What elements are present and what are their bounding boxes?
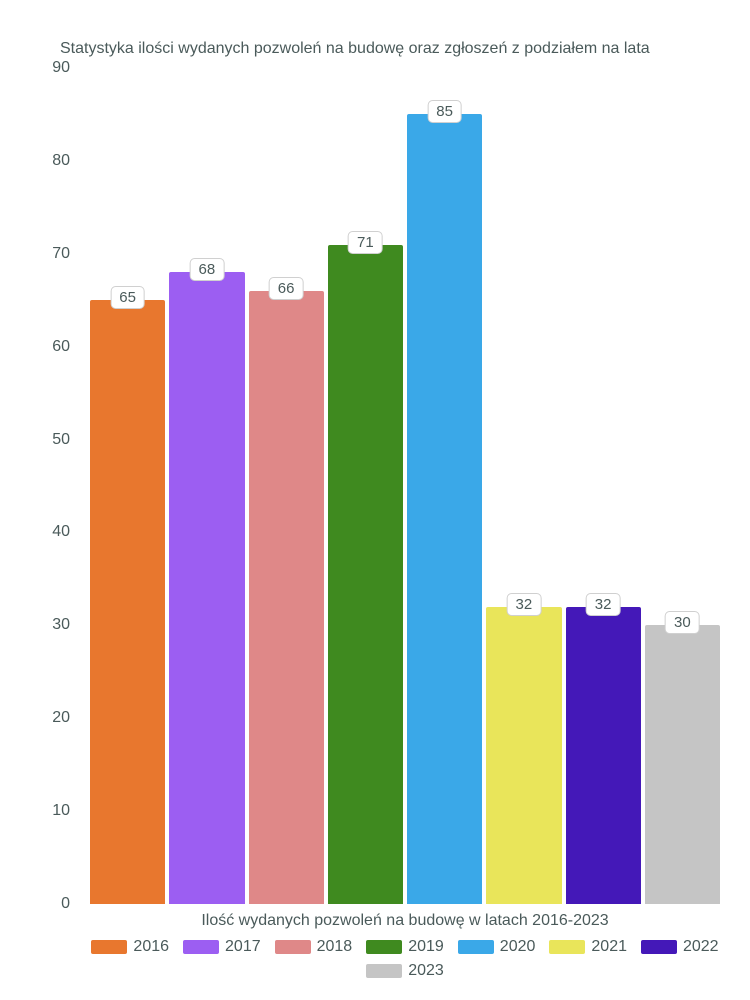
bar-2022: 32 <box>566 607 641 904</box>
legend-item-2022: 2022 <box>641 938 719 956</box>
y-tick: 0 <box>61 895 70 913</box>
legend-swatch <box>91 940 127 954</box>
y-tick: 90 <box>52 59 70 77</box>
bar-2023: 30 <box>645 625 720 904</box>
legend-swatch <box>183 940 219 954</box>
y-tick: 50 <box>52 431 70 449</box>
legend-item-2018: 2018 <box>275 938 353 956</box>
legend-swatch <box>641 940 677 954</box>
bar-value-label: 30 <box>665 611 700 634</box>
legend-item-2021: 2021 <box>549 938 627 956</box>
legend-item-2019: 2019 <box>366 938 444 956</box>
chart-title: Statystyka ilości wydanych pozwoleń na b… <box>20 40 730 58</box>
bar-value-label: 65 <box>110 286 145 309</box>
x-axis-label: Ilość wydanych pozwoleń na budowę w lata… <box>20 912 730 930</box>
bars-region: 6568667185323230 <box>80 68 730 904</box>
legend-label: 2022 <box>683 938 719 956</box>
legend-item-2016: 2016 <box>91 938 169 956</box>
bar-2018: 66 <box>249 291 324 904</box>
legend-label: 2018 <box>317 938 353 956</box>
legend-label: 2020 <box>500 938 536 956</box>
bar-value-label: 85 <box>427 100 462 123</box>
legend-label: 2021 <box>591 938 627 956</box>
legend-swatch <box>366 964 402 978</box>
legend-item-2017: 2017 <box>183 938 261 956</box>
bar-2017: 68 <box>169 272 244 904</box>
bar-value-label: 66 <box>269 277 304 300</box>
legend-label: 2017 <box>225 938 261 956</box>
plot-area: 0102030405060708090 6568667185323230 <box>20 68 730 904</box>
legend-swatch <box>458 940 494 954</box>
legend-label: 2016 <box>133 938 169 956</box>
bar-value-label: 68 <box>190 258 225 281</box>
y-tick: 70 <box>52 245 70 263</box>
y-axis: 0102030405060708090 <box>20 68 80 904</box>
bar-2021: 32 <box>486 607 561 904</box>
bar-2019: 71 <box>328 245 403 905</box>
legend-swatch <box>366 940 402 954</box>
y-tick: 10 <box>52 802 70 820</box>
legend-swatch <box>549 940 585 954</box>
y-tick: 30 <box>52 616 70 634</box>
bar-2020: 85 <box>407 114 482 904</box>
legend-label: 2023 <box>408 962 444 980</box>
bar-value-label: 32 <box>586 593 621 616</box>
legend-item-2020: 2020 <box>458 938 536 956</box>
bar-value-label: 71 <box>348 231 383 254</box>
legend-label: 2019 <box>408 938 444 956</box>
legend-item-2023: 2023 <box>366 962 444 980</box>
y-tick: 80 <box>52 152 70 170</box>
y-tick: 60 <box>52 338 70 356</box>
y-tick: 40 <box>52 523 70 541</box>
legend-swatch <box>275 940 311 954</box>
bar-value-label: 32 <box>507 593 542 616</box>
chart-area: 0102030405060708090 6568667185323230 Ilo… <box>20 68 730 980</box>
bar-2016: 65 <box>90 300 165 904</box>
legend: 2016 2017 2018 2019 2020 2021 2022 2023 <box>20 938 730 980</box>
y-tick: 20 <box>52 709 70 727</box>
